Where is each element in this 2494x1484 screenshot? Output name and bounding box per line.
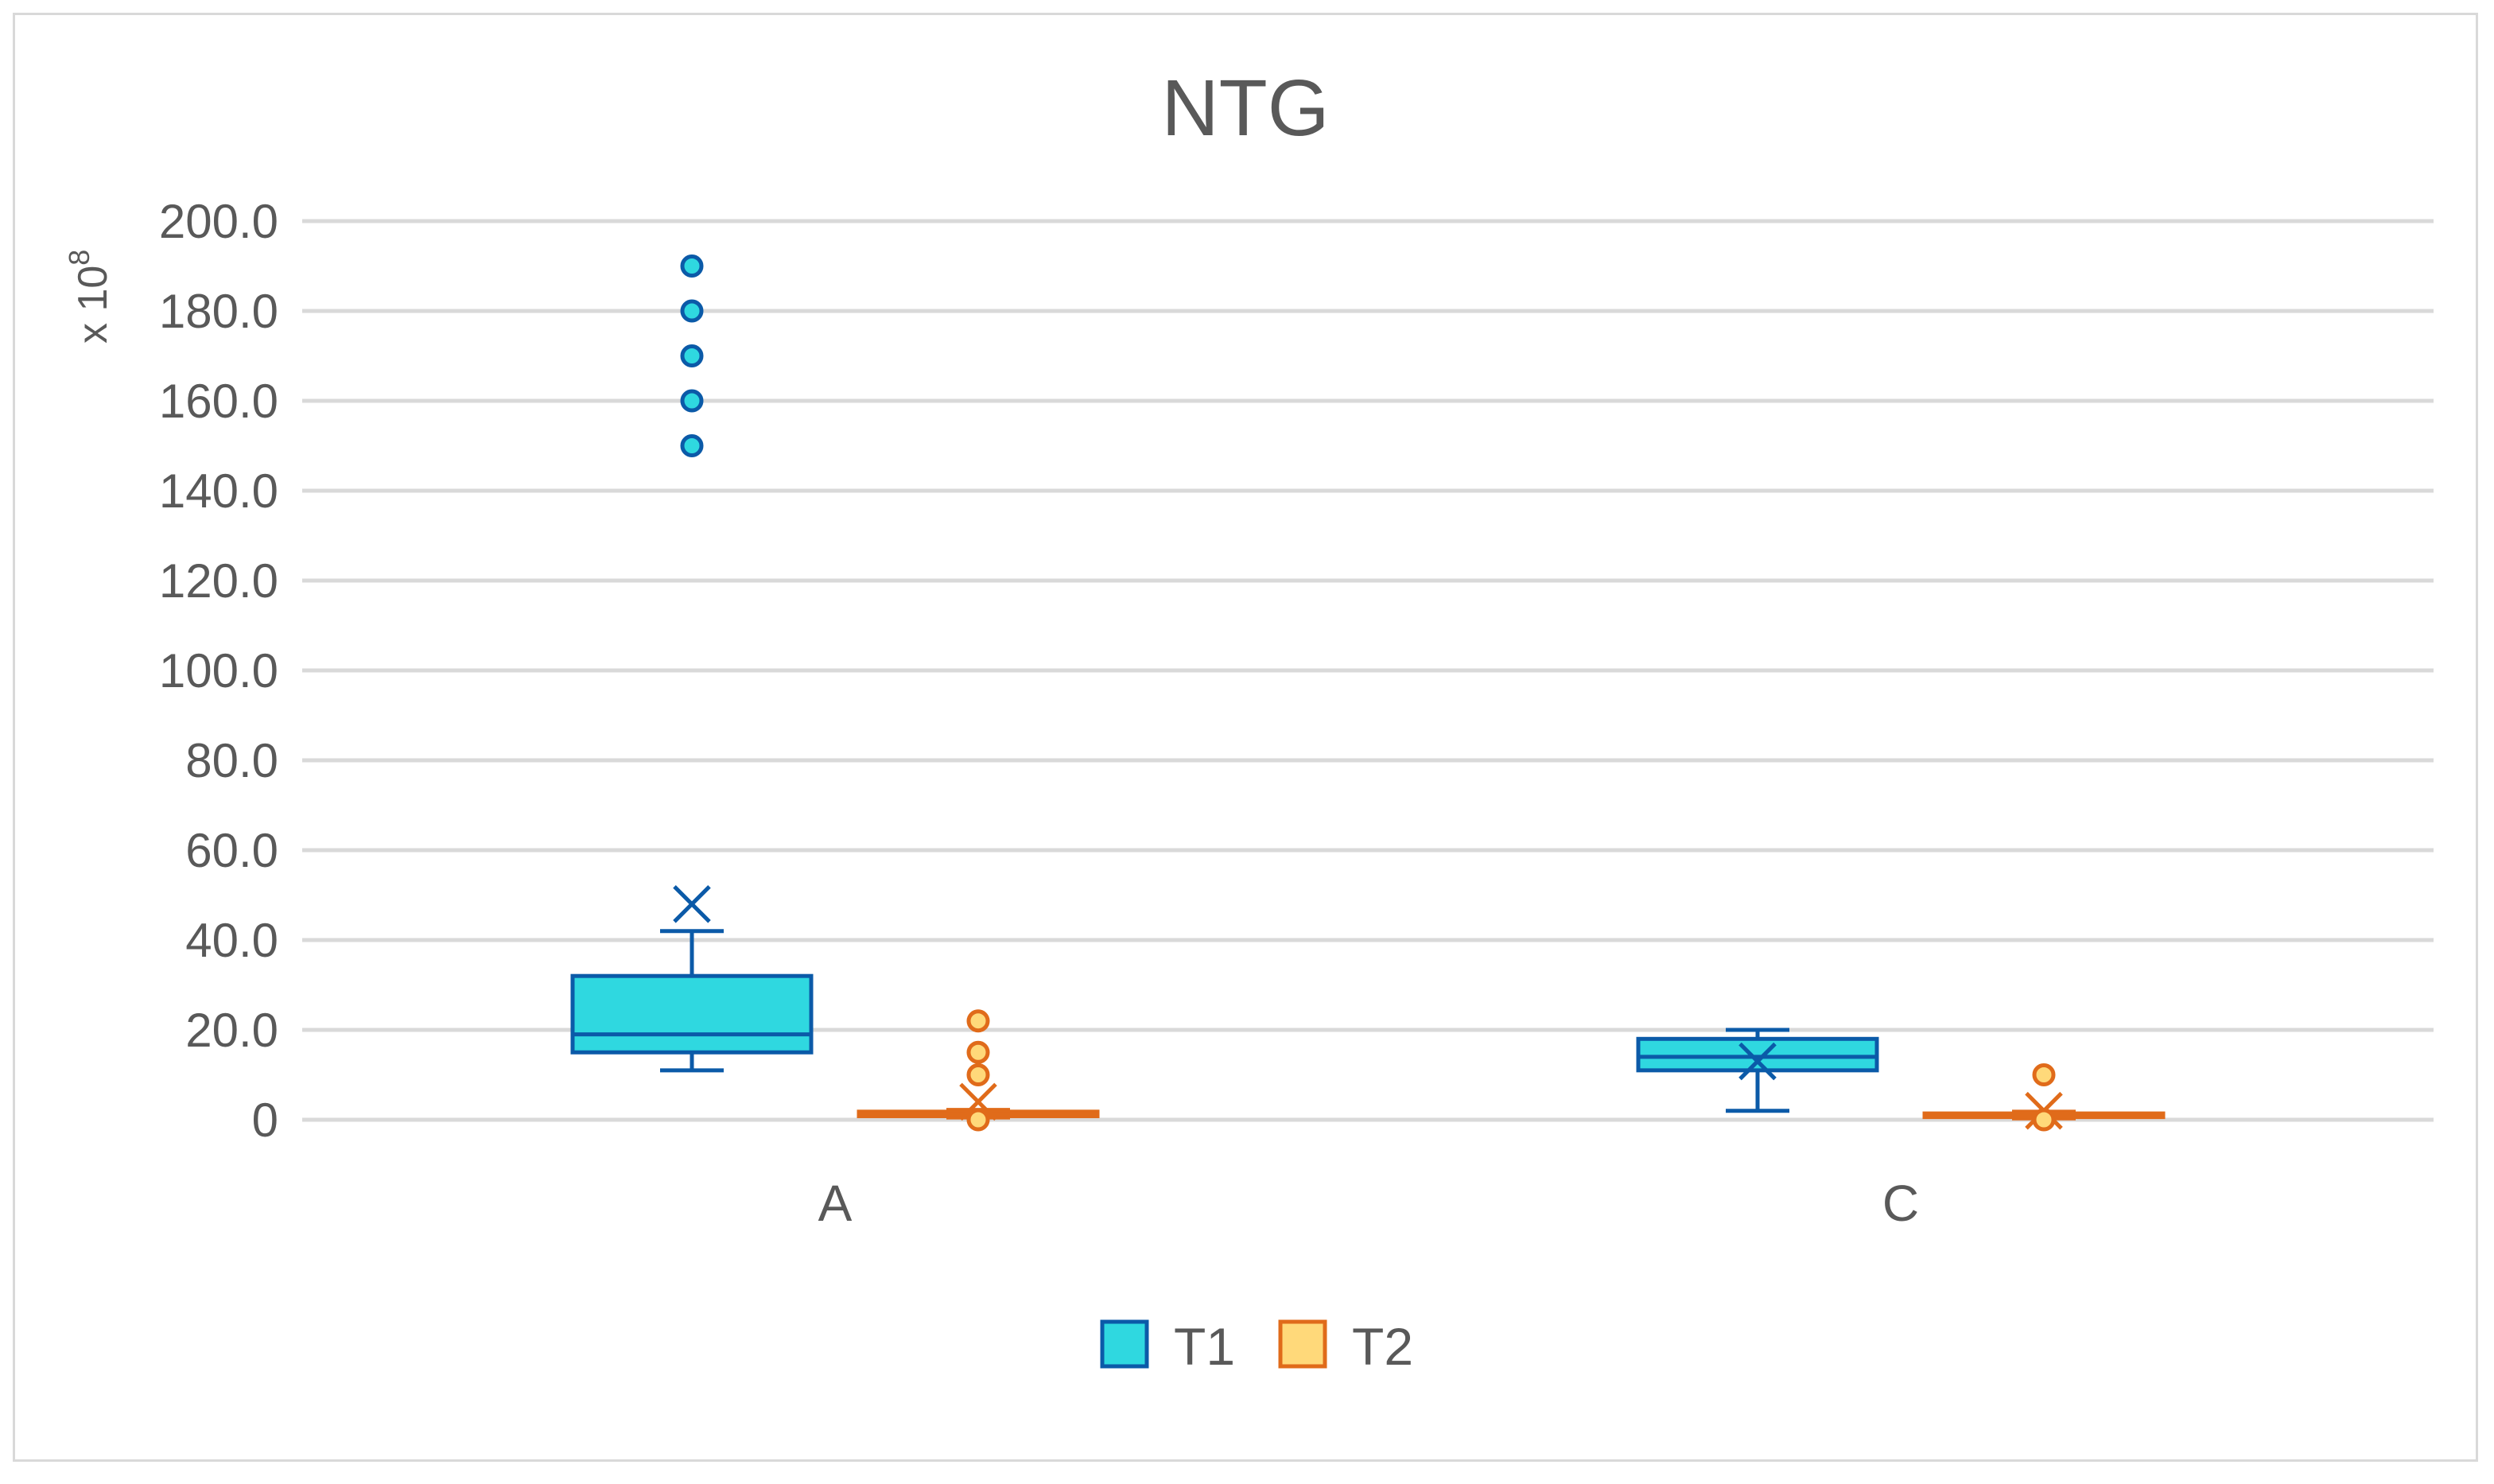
- y-tick-label: 100.0: [159, 644, 278, 697]
- y-tick-label: 200.0: [159, 195, 278, 248]
- legend-label: T2: [1352, 1317, 1413, 1376]
- y-tick-label: 160.0: [159, 375, 278, 428]
- chart-title: NTG: [1161, 64, 1329, 153]
- outlier-point: [680, 299, 704, 323]
- legend-item-t1: T1: [1100, 1317, 1235, 1376]
- legend: T1 T2: [1100, 1317, 1413, 1376]
- iqr-box: [1636, 1036, 1879, 1073]
- outlier-point: [966, 1040, 990, 1064]
- mean-marker: [959, 1082, 997, 1121]
- y-unit-prefix: x 10: [70, 266, 116, 344]
- box-t2-c: [1922, 1063, 2166, 1132]
- outlier-point: [966, 1009, 990, 1033]
- box-t2-a: [857, 1009, 1100, 1132]
- chart-frame: [13, 13, 2478, 1462]
- legend-item-t2: T2: [1278, 1317, 1413, 1376]
- x-category-label: C: [1882, 1175, 1919, 1232]
- outlier-point: [680, 344, 704, 367]
- outlier-point: [680, 434, 704, 457]
- y-tick-label: 60.0: [185, 824, 278, 877]
- iqr-box: [570, 973, 814, 1055]
- mean-marker: [1738, 1042, 1777, 1081]
- y-tick-label: 20.0: [185, 1004, 278, 1057]
- outlier-point: [680, 389, 704, 413]
- y-tick-label: 80.0: [185, 734, 278, 787]
- y-axis-ticks: 0 20.0 40.0 60.0 80.0 100.0 120.0 140.0 160.0 180…: [159, 195, 278, 1147]
- y-tick-label: 140.0: [159, 464, 278, 518]
- y-tick-label: 180.0: [159, 285, 278, 338]
- x-category-label: A: [818, 1175, 853, 1232]
- outlier-point: [2032, 1108, 2056, 1132]
- legend-label: T1: [1174, 1317, 1235, 1376]
- box-t1-a: [570, 254, 814, 1073]
- mean-marker: [673, 885, 711, 923]
- legend-swatch: [1100, 1319, 1149, 1369]
- y-unit-label: x 108: [63, 250, 116, 344]
- y-tick-label: 0: [252, 1094, 278, 1147]
- y-tick-label: 120.0: [159, 554, 278, 608]
- outlier-point: [966, 1063, 990, 1086]
- box-t1-c: [1636, 1028, 1879, 1113]
- y-tick-label: 40.0: [185, 914, 278, 967]
- y-unit-exponent: 8: [63, 250, 95, 266]
- outlier-point: [2032, 1063, 2056, 1086]
- legend-swatch: [1278, 1319, 1327, 1369]
- plot-area: [570, 254, 2166, 1132]
- outlier-point: [680, 254, 704, 278]
- outlier-point: [966, 1108, 990, 1132]
- svg-text:x 108: x 108: [63, 250, 116, 344]
